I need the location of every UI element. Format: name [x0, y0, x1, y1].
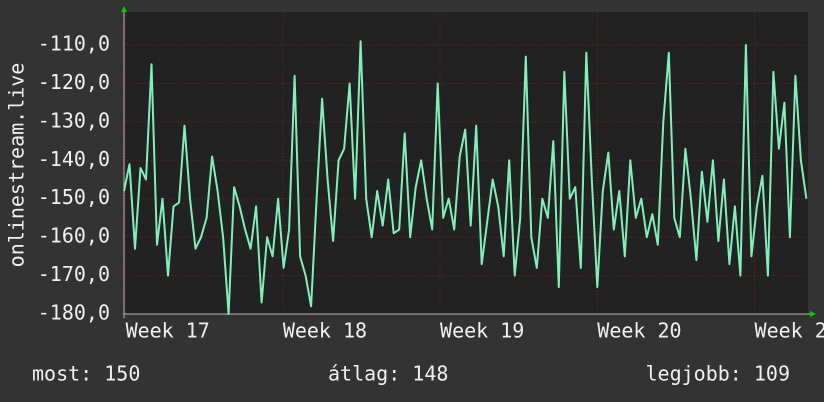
- axis-arrow: [810, 311, 816, 317]
- y-tick-label: -140,0: [38, 147, 110, 171]
- data-line: [123, 40, 808, 315]
- y-tick-label: -160,0: [38, 224, 110, 248]
- axis-arrow: [121, 6, 127, 12]
- x-tick-label: Week 19: [440, 319, 524, 343]
- footer-average: átlag: 148: [328, 362, 448, 386]
- footer-current: most: 150: [32, 362, 140, 386]
- x-tick-label: Week 17: [126, 319, 210, 343]
- y-tick-label: -110,0: [38, 32, 110, 56]
- y-tick-label: -120,0: [38, 70, 110, 94]
- footer-best: legjobb: 109: [646, 362, 791, 386]
- y-axis-label: onlinestream.live: [5, 63, 29, 268]
- y-tick-label: -180,0: [38, 301, 110, 325]
- x-tick-label: Week 18: [283, 319, 367, 343]
- y-tick-label: -170,0: [38, 262, 110, 286]
- y-tick-label: -150,0: [38, 185, 110, 209]
- y-tick-label: -130,0: [38, 108, 110, 132]
- plot-area: [124, 12, 808, 314]
- x-tick-label: Week 20: [597, 319, 681, 343]
- x-tick-label: Week 21: [755, 319, 824, 343]
